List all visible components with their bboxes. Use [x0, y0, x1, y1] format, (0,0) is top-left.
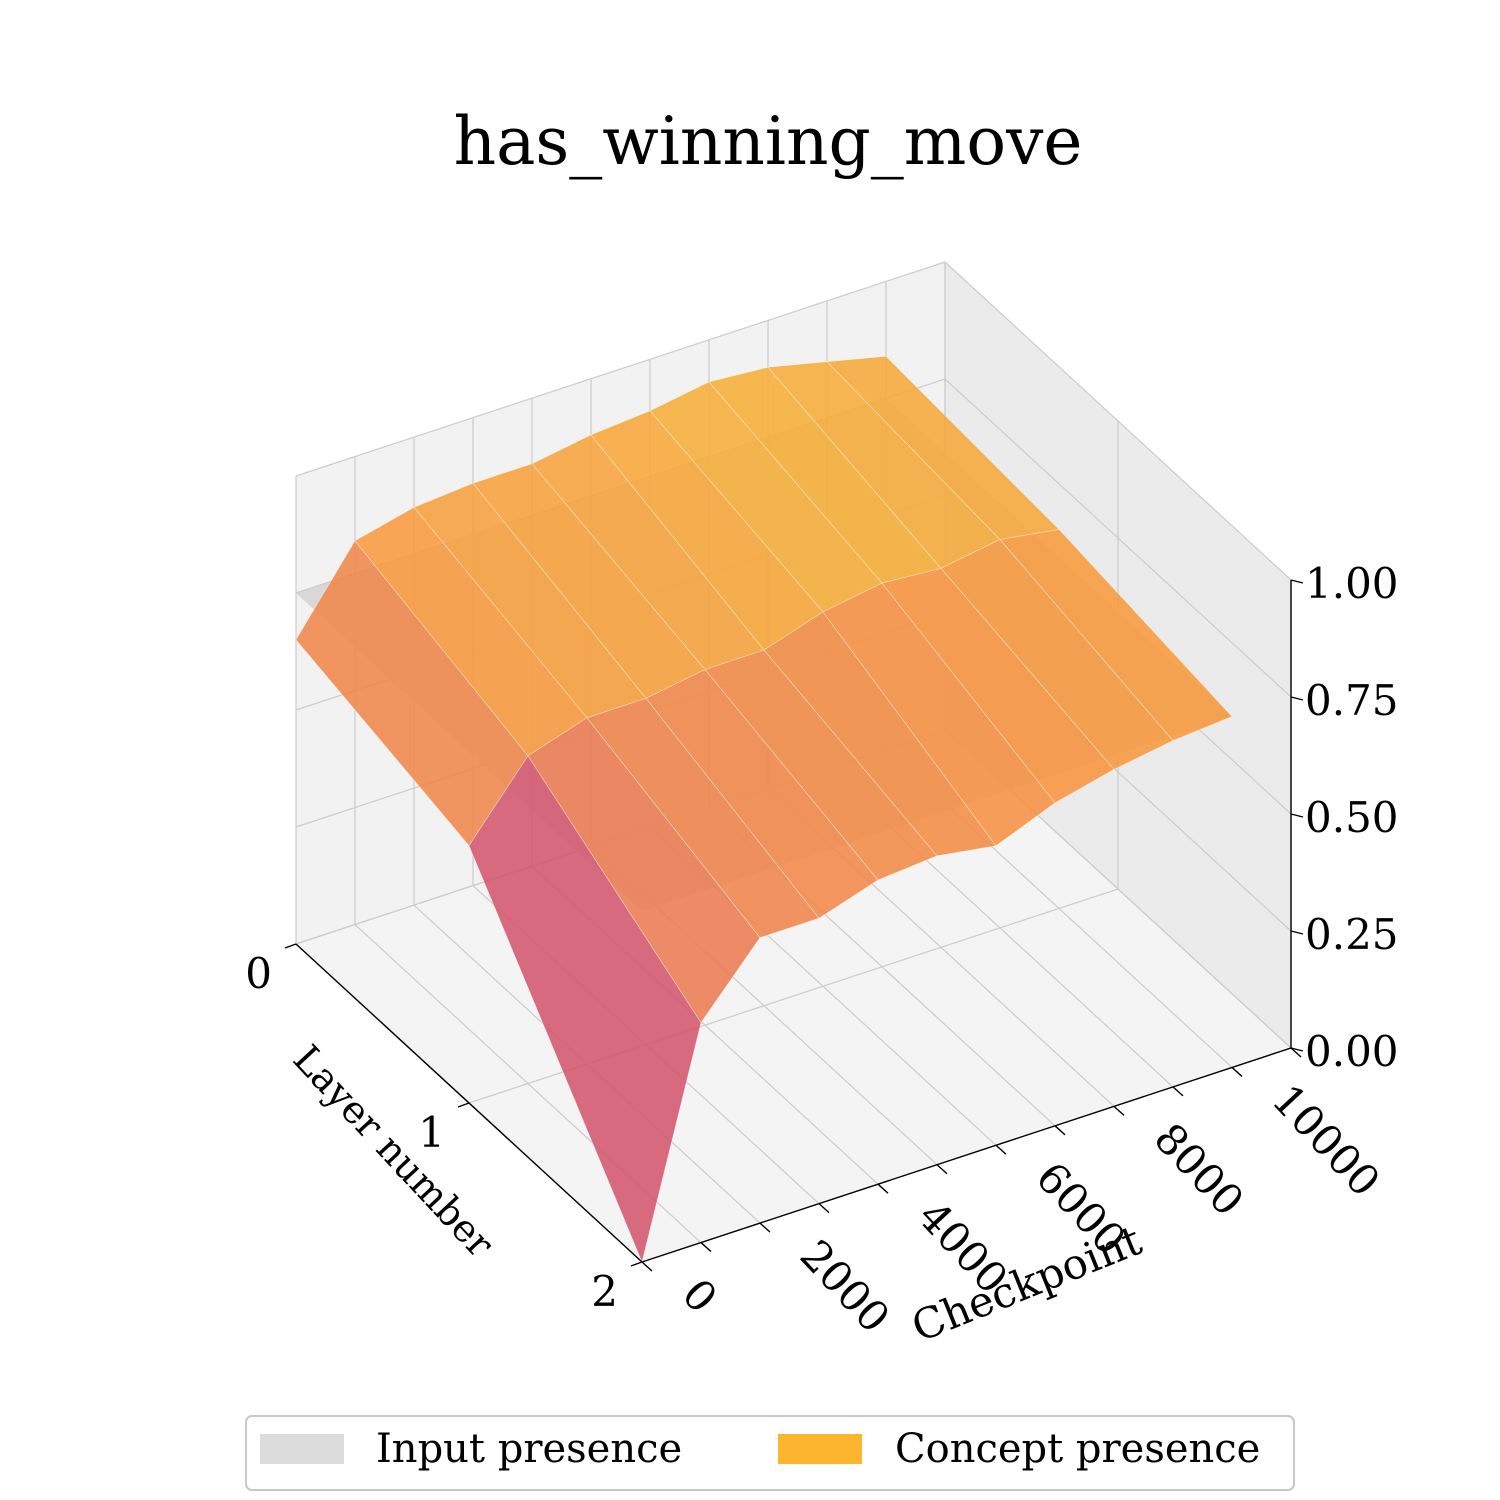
x-tick-label: 0: [673, 1269, 727, 1322]
z-tick-label: 0.75: [1305, 676, 1399, 725]
chart-title: has_winning_move: [454, 103, 1083, 180]
z-tick-mark: [1290, 696, 1304, 701]
concept-presence-surface: [295, 355, 1233, 1263]
x-tick-mark: [1290, 1047, 1302, 1058]
x-tick-mark: [877, 1183, 889, 1194]
y-tick-label: 0: [245, 949, 272, 998]
legend: Input presence Concept presence: [245, 1415, 1295, 1491]
x-tick-mark: [1113, 1105, 1125, 1116]
y-tick-label: 2: [591, 1267, 618, 1316]
x-tick-mark: [700, 1242, 712, 1253]
z-tick-mark: [1290, 930, 1304, 935]
z-tick-label: 0.00: [1305, 1027, 1399, 1076]
x-tick-label: 2000: [791, 1230, 900, 1342]
z-tick-label: 0.25: [1305, 910, 1399, 959]
x-tick-mark: [995, 1144, 1007, 1155]
x-tick-label: 10000: [1263, 1075, 1390, 1206]
x-tick-mark: [936, 1164, 948, 1175]
z-tick-mark: [1290, 1047, 1304, 1052]
y-tick-mark: [630, 1261, 643, 1267]
x-axis-line: [641, 1047, 1292, 1263]
y-tick-mark: [284, 943, 297, 949]
x-tick-label: 8000: [1145, 1114, 1254, 1226]
legend-label-concept: Concept presence: [895, 1426, 1260, 1472]
legend-label-input: Input presence: [376, 1426, 682, 1472]
surface-face: [999, 529, 1233, 741]
legend-box: [245, 1415, 1295, 1491]
y-tick-label: 1: [418, 1108, 445, 1157]
x-tick-mark: [759, 1222, 771, 1233]
x-tick-mark: [818, 1203, 830, 1214]
legend-swatch-concept: [778, 1434, 862, 1464]
legend-swatch-input: [260, 1434, 344, 1464]
z-tick-mark: [1290, 813, 1304, 818]
y-tick-mark: [457, 1102, 470, 1108]
x-tick-mark: [1054, 1125, 1066, 1136]
z-tick-label: 1.00: [1305, 559, 1399, 608]
x-tick-mark: [1231, 1066, 1243, 1077]
grid-line: [295, 261, 946, 477]
x-tick-mark: [1172, 1086, 1184, 1097]
x-tick-mark: [641, 1261, 653, 1272]
z-tick-label: 0.50: [1305, 793, 1399, 842]
z-tick-mark: [1290, 579, 1304, 584]
axes: [284, 579, 1304, 1272]
